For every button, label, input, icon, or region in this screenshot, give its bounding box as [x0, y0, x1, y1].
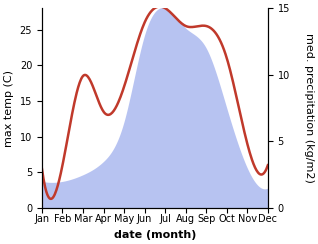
X-axis label: date (month): date (month) [114, 230, 196, 240]
Y-axis label: max temp (C): max temp (C) [4, 70, 14, 147]
Y-axis label: med. precipitation (kg/m2): med. precipitation (kg/m2) [304, 33, 314, 183]
